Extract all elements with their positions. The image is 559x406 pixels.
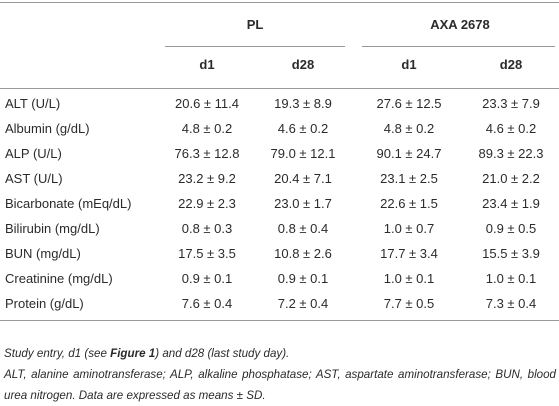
cell: 89.3 ± 22.3 (478, 146, 544, 161)
cell: 23.0 ± 1.7 (274, 196, 332, 211)
cell: 7.3 ± 0.4 (485, 296, 537, 311)
cell: 20.6 ± 11.4 (175, 96, 239, 111)
cell: 0.9 ± 0.1 (277, 271, 329, 286)
row-label: Albumin (g/dL) (5, 121, 90, 136)
row-label: ALT (U/L) (5, 96, 61, 111)
column-header: d1 (199, 57, 215, 72)
cell: 4.8 ± 0.2 (181, 121, 233, 136)
cell: 0.8 ± 0.4 (277, 221, 329, 236)
cell: 1.0 ± 0.1 (383, 271, 435, 286)
cell: 90.1 ± 24.7 (376, 146, 442, 161)
cell: 17.5 ± 3.5 (178, 246, 236, 261)
cell: 7.7 ± 0.5 (383, 296, 435, 311)
group-header: PL (246, 17, 264, 32)
cell: 4.6 ± 0.2 (277, 121, 329, 136)
row-label: BUN (mg/dL) (5, 246, 81, 261)
cell: 0.9 ± 0.5 (485, 221, 537, 236)
cell: 17.7 ± 3.4 (380, 246, 438, 261)
figure-link[interactable]: Figure 1 (110, 347, 156, 360)
row-label: AST (U/L) (5, 171, 63, 186)
rule (0, 320, 559, 321)
cell: 23.3 ± 7.9 (482, 96, 540, 111)
rule (0, 2, 559, 3)
column-header: d28 (499, 57, 523, 72)
cell: 0.9 ± 0.1 (181, 271, 233, 286)
cell: 4.8 ± 0.2 (383, 121, 435, 136)
rule (0, 88, 559, 89)
footnotes: Study entry, d1 (see Figure 1) and d28 (… (4, 343, 556, 406)
cell: 79.0 ± 12.1 (270, 146, 336, 161)
cell: 23.1 ± 2.5 (380, 171, 438, 186)
cell: 21.0 ± 2.2 (482, 171, 540, 186)
row-label: Bicarbonate (mEq/dL) (5, 196, 132, 211)
row-label: Protein (g/dL) (5, 296, 84, 311)
group-header: AXA 2678 (430, 17, 490, 32)
cell: 20.4 ± 7.1 (274, 171, 332, 186)
footnote: Study entry, d1 (see Figure 1) and d28 (… (4, 343, 556, 364)
column-header: d1 (401, 57, 417, 72)
cell: 7.6 ± 0.4 (181, 296, 233, 311)
text: Study entry, d1 (see (4, 347, 111, 360)
cell: 1.0 ± 0.7 (383, 221, 435, 236)
text: ) and d28 (last study day). (155, 347, 290, 360)
cell: 7.2 ± 0.4 (277, 296, 329, 311)
cell: 0.8 ± 0.3 (181, 221, 233, 236)
cell: 23.4 ± 1.9 (482, 196, 540, 211)
row-label: ALP (U/L) (5, 146, 62, 161)
rule (165, 46, 345, 47)
cell: 4.6 ± 0.2 (485, 121, 537, 136)
rule (362, 46, 555, 47)
column-header: d28 (291, 57, 315, 72)
cell: 22.6 ± 1.5 (380, 196, 438, 211)
cell: 76.3 ± 12.8 (174, 146, 240, 161)
cell: 23.2 ± 9.2 (178, 171, 236, 186)
cell: 1.0 ± 0.1 (485, 271, 537, 286)
row-label: Bilirubin (mg/dL) (5, 221, 100, 236)
footnote: ALT, alanine aminotransferase; ALP, alka… (4, 368, 556, 402)
cell: 19.3 ± 8.9 (274, 96, 332, 111)
cell: 27.6 ± 12.5 (376, 96, 442, 111)
row-label: Creatinine (mg/dL) (5, 271, 113, 286)
cell: 15.5 ± 3.9 (482, 246, 540, 261)
cell: 22.9 ± 2.3 (178, 196, 236, 211)
cell: 10.8 ± 2.6 (274, 246, 332, 261)
